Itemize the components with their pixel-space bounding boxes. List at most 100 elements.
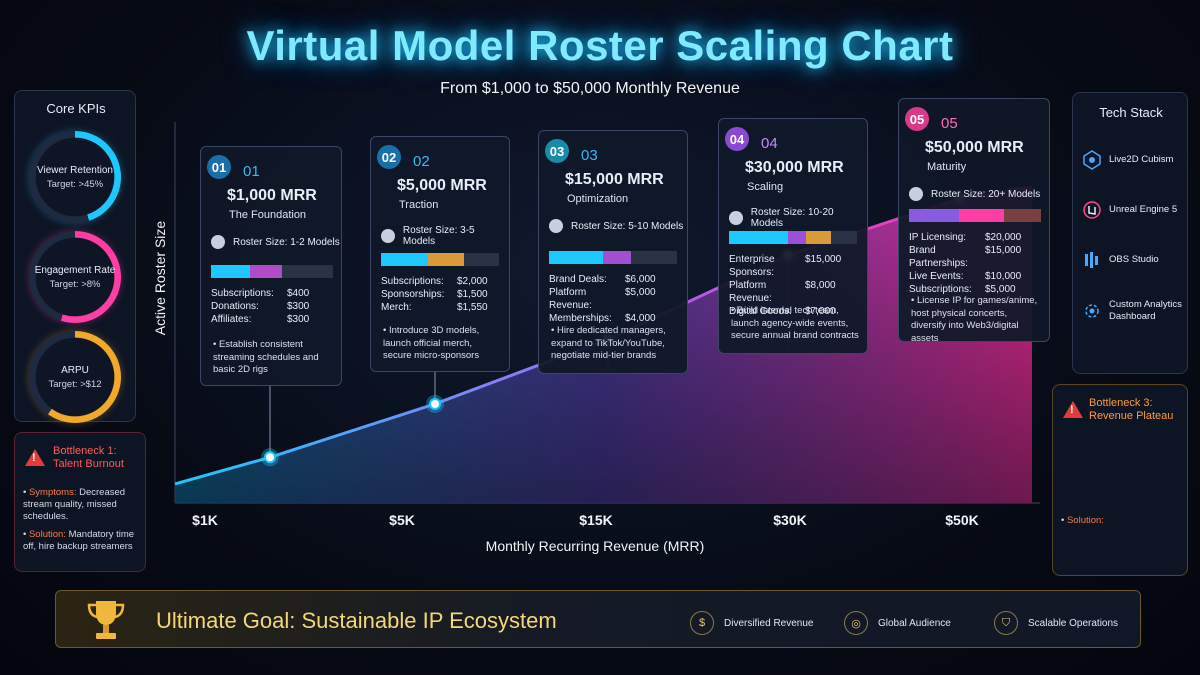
revenue-row: Enterprise Sponsors: $15,000: [729, 253, 841, 279]
warning-icon: !: [25, 449, 45, 466]
symptoms-text: Decreased stream quality, missed schedul…: [23, 487, 126, 522]
revenue-row: Digital Goods: $7,000: [729, 305, 841, 318]
stage-badge: 05: [905, 107, 929, 131]
kpi-target: Target: >45%: [46, 179, 104, 190]
revenue-amount: $400: [287, 288, 310, 299]
roster-text: Roster Size: 20+ Models: [931, 188, 1041, 200]
revenue-source: Enterprise Sponsors:: [729, 254, 775, 278]
revenue-mix-segment: [281, 265, 333, 278]
revenue-amount: $8,000: [805, 280, 836, 291]
revenue-mix-segment: [729, 231, 788, 244]
revenue-mix-segment: [428, 253, 464, 266]
stage-mrr: $50,000 MRR: [925, 139, 1024, 156]
revenue-amount: $7,000: [805, 306, 836, 317]
goal-text: Ultimate Goal: Sustainable IP Ecosystem: [156, 608, 557, 633]
user-icon: [909, 187, 923, 201]
stage-phase: Optimization: [567, 193, 629, 205]
revenue-source: Brand Deals:: [549, 274, 607, 285]
kpi-ring-retention: Viewer Retention Target: >45%: [29, 131, 121, 223]
stage-card-03: 03 03 $15,000 MRR Optimization Roster Size: …: [538, 130, 688, 374]
revenue-row: Platform Revenue: $8,000: [729, 279, 841, 305]
tech-label: OBS Studio: [1109, 254, 1159, 265]
stage-number: 04: [761, 135, 778, 152]
bottleneck-left-panel: ! Bottleneck 1: Talent Burnout • Symptom…: [14, 432, 146, 572]
data-point: [264, 451, 276, 464]
x-tick-label: $50K: [945, 512, 979, 528]
revenue-rows: Subscriptions: $400 Donations: $300 Affiliat…: [211, 287, 309, 326]
shield-icon: ⛉: [994, 611, 1018, 635]
stage-badge: 02: [377, 145, 401, 169]
tech-item-obs: OBS Studio: [1081, 249, 1187, 271]
revenue-mix-bar: [909, 209, 1041, 222]
revenue-amount: $300: [287, 314, 310, 325]
stage-phase: The Foundation: [229, 209, 307, 221]
revenue-amount: $5,000: [625, 287, 656, 298]
revenue-source: Subscriptions:: [211, 288, 274, 299]
revenue-mix-segment: [787, 231, 806, 244]
revenue-row: Sponsorships: $1,500: [381, 288, 488, 301]
revenue-mix-segment: [602, 251, 631, 264]
solution-text: Mandatory time off, hire backup streamer…: [23, 529, 135, 552]
revenue-row: Merch: $1,550: [381, 301, 488, 314]
revenue-mix-segment: [549, 251, 603, 264]
revenue-rows: Subscriptions: $2,000 Sponsorships: $1,500 M…: [381, 275, 488, 314]
solution-label: Solution:: [28, 529, 66, 540]
x-tick-label: $5K: [389, 512, 415, 528]
stage-roster: Roster Size: 1-2 Models: [211, 235, 340, 249]
stage-mrr: $5,000 MRR: [397, 177, 487, 194]
revenue-row: Subscriptions: $5,000: [909, 283, 1021, 296]
stage-number: 03: [581, 147, 598, 164]
tech-label: Custom Analytics Dashboard: [1109, 299, 1182, 322]
tech-label: Unreal Engine 5: [1109, 204, 1178, 215]
revenue-icon: $: [690, 611, 714, 635]
x-tick-label: $1K: [192, 512, 218, 528]
revenue-amount: $1,550: [457, 302, 488, 313]
kpi-label: ARPU: [61, 365, 89, 376]
stage-number: 05: [941, 115, 958, 132]
stage-note: • Introduce 3D models, launch official m…: [383, 325, 480, 361]
revenue-mix-segment: [211, 265, 251, 278]
revenue-source: Digital Goods:: [729, 306, 792, 317]
revenue-row: Memberships: $4,000: [549, 312, 656, 325]
kpi-target: Target: >$12: [48, 379, 102, 390]
revenue-source: Donations:: [211, 301, 259, 312]
stage-badge: 03: [545, 139, 569, 163]
stage-number: 02: [413, 153, 430, 170]
revenue-rows: IP Licensing: $20,000 Brand Partnerships: $…: [909, 231, 1021, 296]
stage-note-text: License IP for games/anime, host physica…: [911, 295, 1038, 344]
stage-roster: Roster Size: 3-5 Models: [381, 225, 509, 247]
goal-item-revenue: $ Diversified Revenue: [690, 611, 814, 635]
revenue-mix-segment: [1004, 209, 1041, 222]
stage-note: • Establish consistent streaming schedul…: [213, 339, 319, 375]
revenue-mix-bar: [211, 265, 333, 278]
stage-note: • License IP for games/anime, host physi…: [911, 295, 1038, 344]
tech-item-live2d: Live2D Cubism: [1081, 149, 1187, 171]
chart-title: Virtual Model Roster Scaling Chart: [246, 22, 954, 69]
revenue-source: Affiliates:: [211, 314, 252, 325]
revenue-amount: $10,000: [985, 271, 1022, 282]
revenue-source: Merch:: [381, 302, 412, 313]
revenue-amount: $6,000: [625, 274, 656, 285]
goal-item-label: Global Audience: [878, 617, 951, 629]
stage-phase: Maturity: [927, 161, 967, 173]
revenue-row: Live Events: $10,000: [909, 270, 1021, 283]
kpi-label: Engagement Rate: [34, 265, 116, 276]
revenue-source: IP Licensing:: [909, 232, 967, 243]
kpi-ring-engagement: Engagement Rate Target: >8%: [29, 231, 121, 323]
stage-badge: 04: [725, 127, 749, 151]
roster-text: Roster Size: 3-5 Models: [402, 225, 475, 247]
revenue-rows: Enterprise Sponsors: $15,000 Platform Reve…: [729, 253, 841, 318]
revenue-source: Subscriptions:: [381, 276, 444, 287]
goal-banner: Ultimate Goal: Sustainable IP Ecosystem …: [55, 590, 1141, 648]
stage-note-text: Establish consistent streaming schedules…: [213, 339, 319, 375]
obs-icon: [1085, 252, 1098, 268]
bottleneck-symptoms: • Symptoms: Decreased stream quality, mi…: [23, 487, 126, 522]
bottleneck-title: Bottleneck 1: Talent Burnout: [53, 445, 124, 470]
tech-label: Live2D Cubism: [1109, 154, 1174, 165]
y-axis-title: Active Roster Size: [152, 220, 168, 336]
stage-card-02: 02 02 $5,000 MRR Traction Roster Size: 3-5 M…: [370, 136, 510, 372]
revenue-row: IP Licensing: $20,000: [909, 231, 1021, 244]
warning-icon: !: [1063, 401, 1083, 418]
roster-text: Roster Size: 1-2 Models: [233, 236, 340, 248]
revenue-mix-bar: [549, 251, 677, 264]
